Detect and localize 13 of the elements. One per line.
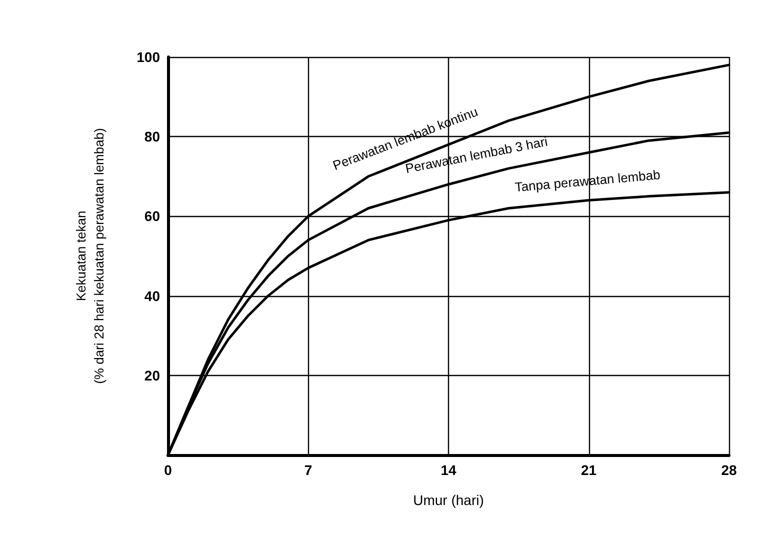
y-tick-label: 20 [144,367,160,384]
x-tick-label: 21 [580,462,597,478]
x-tick-label: 14 [440,462,456,478]
series-label: Tanpa perawatan lembab [514,167,661,195]
y-axis-title: Kekuatan tekan (% dari 28 hari kekuatan perawatan lembab) [74,128,106,384]
x-tick-label: 0 [164,462,172,478]
x-tick-label: 28 [721,462,737,478]
x-tick-label: 7 [304,462,312,478]
y-tick-label: 40 [144,288,160,304]
y-tick-label: 100 [136,49,160,65]
y-tick-label: 60 [144,208,160,224]
x-axis-title: Umur (hari) [413,492,484,508]
y-tick-label: 80 [144,128,160,145]
